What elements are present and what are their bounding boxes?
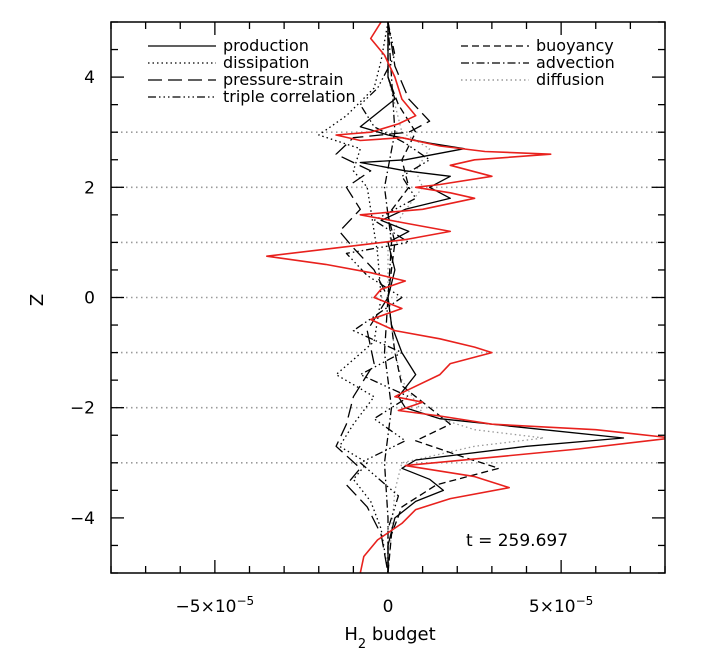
series-layer (266, 22, 665, 573)
time-annotation: t = 259.697 (466, 531, 568, 551)
legend-label: buoyancy (536, 36, 614, 55)
y-tick-label: −2 (70, 399, 95, 419)
tick-labels: −5×10−5 0 5×10−5 −4 −2 0 2 4 (70, 68, 593, 617)
y-tick-label: 0 (84, 289, 95, 309)
series-line-buoyancy (387, 22, 500, 573)
legend-label: pressure-strain (223, 70, 343, 89)
legend-label: dissipation (223, 53, 309, 72)
legend-label: diffusion (536, 70, 604, 89)
legend-label: advection (536, 53, 615, 72)
y-tick-label: 4 (84, 68, 95, 88)
y-tick-label: 2 (84, 178, 95, 198)
y-tick-label: −4 (70, 509, 95, 529)
x-tick-label: 0 (383, 597, 394, 617)
x-tick-label: 5×10−5 (529, 594, 593, 617)
x-axis-title-rest: budget (366, 624, 436, 645)
series-line-total (266, 22, 665, 573)
series-line-pressure-strain (335, 22, 431, 573)
x-axis-title-sub: 2 (358, 637, 366, 649)
series-line-triple-correlation (345, 22, 431, 573)
legend-label: production (223, 36, 309, 55)
legend: productiondissipationpressure-straintrip… (148, 36, 615, 106)
x-axis-title-main: H (344, 624, 358, 645)
x-tick-label: −5×10−5 (176, 594, 255, 617)
series-line-advection (383, 22, 396, 573)
x-axis-title: H2 budget (344, 624, 435, 649)
legend-label: triple correlation (223, 87, 356, 106)
y-axis-title: Z (27, 294, 48, 306)
axis-ticks (110, 21, 666, 574)
